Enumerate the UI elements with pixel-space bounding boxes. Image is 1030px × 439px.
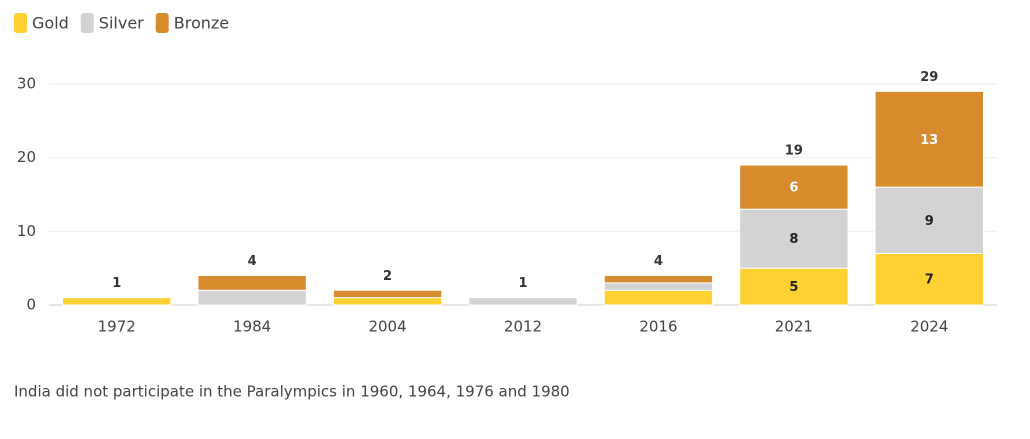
y-tick-label: 0 [26, 296, 36, 314]
bar-segment [197, 275, 307, 291]
x-tick-label: 2016 [639, 318, 677, 336]
legend-swatch [80, 13, 94, 33]
bar-segment [603, 289, 714, 306]
segment-label: 9 [925, 214, 934, 229]
x-tick-label: 1984 [233, 318, 271, 336]
bar-segment [874, 252, 984, 306]
segment-label: 8 [789, 232, 798, 247]
segment-label: 13 [920, 133, 938, 148]
legend-label: Bronze [174, 14, 229, 33]
total-label: 4 [654, 254, 663, 269]
x-tick-label: 2012 [504, 318, 542, 336]
legend-label: Silver [99, 14, 144, 33]
total-label: 29 [920, 70, 938, 85]
legend-label: Gold [32, 14, 69, 33]
y-tick-label: 20 [17, 148, 36, 166]
bar-segment [874, 186, 984, 254]
legend-swatch [14, 13, 27, 33]
total-label: 1 [112, 276, 121, 291]
y-tick-label: 30 [17, 75, 36, 93]
y-tick-label: 10 [17, 222, 36, 240]
total-label: 2 [383, 269, 392, 284]
legend-swatch [155, 13, 169, 33]
bar-segment [739, 208, 849, 269]
segment-label: 5 [789, 280, 798, 295]
bar-segment [332, 289, 443, 299]
bar-segment [468, 297, 578, 306]
bar-segment [332, 297, 443, 306]
bar-segment [197, 289, 307, 306]
x-tick-label: 1972 [98, 318, 136, 336]
bar-segment [603, 275, 714, 284]
bar-segment [874, 90, 984, 188]
bar-segment [739, 267, 849, 306]
total-label: 4 [248, 254, 257, 269]
x-tick-label: 2021 [775, 318, 813, 336]
bar-segment [603, 282, 714, 291]
chart-note: India did not participate in the Paralym… [14, 383, 570, 401]
segment-label: 6 [789, 181, 798, 196]
x-tick-label: 2024 [910, 318, 948, 336]
segment-label: 7 [925, 273, 934, 288]
total-label: 1 [518, 276, 527, 291]
total-label: 19 [785, 144, 803, 159]
bar-segment [62, 297, 172, 306]
x-tick-label: 2004 [368, 318, 406, 336]
bar-segment [739, 164, 849, 210]
